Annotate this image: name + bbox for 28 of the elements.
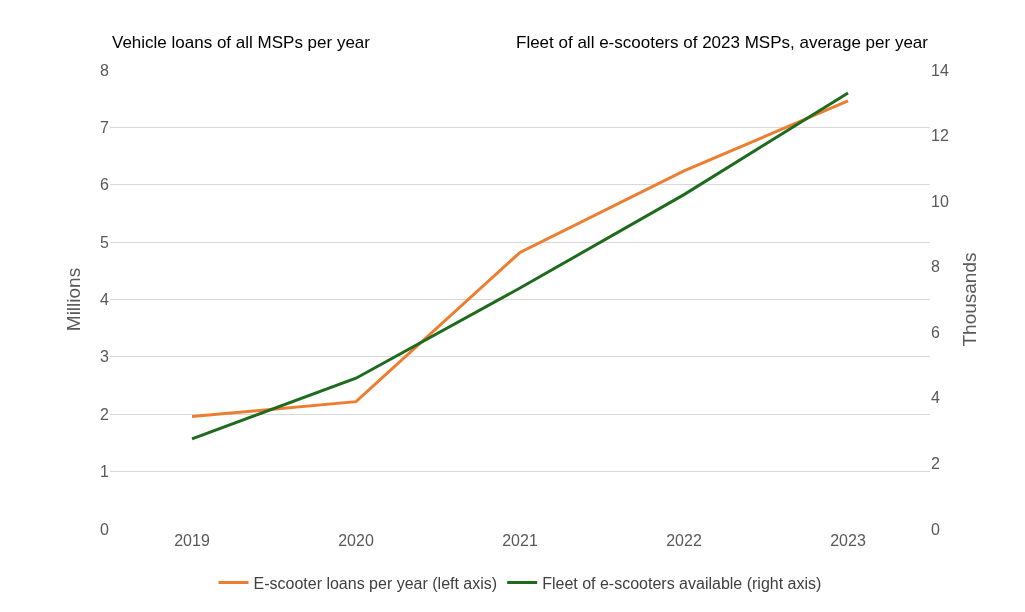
- y-axis-title: Millions: [62, 267, 84, 332]
- y2-tick-label: 10: [931, 192, 949, 210]
- y2-tick-label: 4: [931, 389, 940, 407]
- x-tick-label: 2021: [502, 532, 538, 549]
- y2-tick-label: 0: [931, 520, 940, 538]
- x-tick-label: 2023: [830, 532, 866, 549]
- y2-tick-label: 14: [931, 61, 949, 79]
- y2-axis-title: Thousands: [958, 252, 980, 347]
- y-tick-label: 2: [100, 405, 110, 423]
- y-tick-label: 4: [100, 291, 110, 309]
- y-tick-label: 5: [100, 233, 110, 251]
- y2-tick-label: 8: [931, 258, 940, 276]
- y-tick-label: 8: [100, 61, 110, 79]
- y2-tick-label: 6: [931, 323, 940, 341]
- legend-label: Fleet of e-scooters available (right axis): [542, 574, 822, 592]
- x-tick-label: 2020: [338, 532, 374, 549]
- text: Vehicle loans of all MSPs per year: [112, 33, 371, 52]
- y-tick-label: 0: [100, 520, 110, 538]
- y2-tick-label: 2: [931, 455, 940, 473]
- x-tick-label: 2019: [174, 532, 210, 549]
- y-tick-label: 3: [100, 348, 110, 366]
- y-tick-label: 6: [100, 176, 110, 194]
- legend-label: E-scooter loans per year (left axis): [253, 574, 498, 592]
- text: Fleet of all e-scooters of 2023 MSPs, average per year: [516, 33, 929, 52]
- y-tick-label: 1: [100, 463, 110, 481]
- y-tick-label: 7: [100, 118, 110, 136]
- x-tick-label: 2022: [666, 532, 702, 549]
- y2-tick-label: 12: [931, 127, 949, 145]
